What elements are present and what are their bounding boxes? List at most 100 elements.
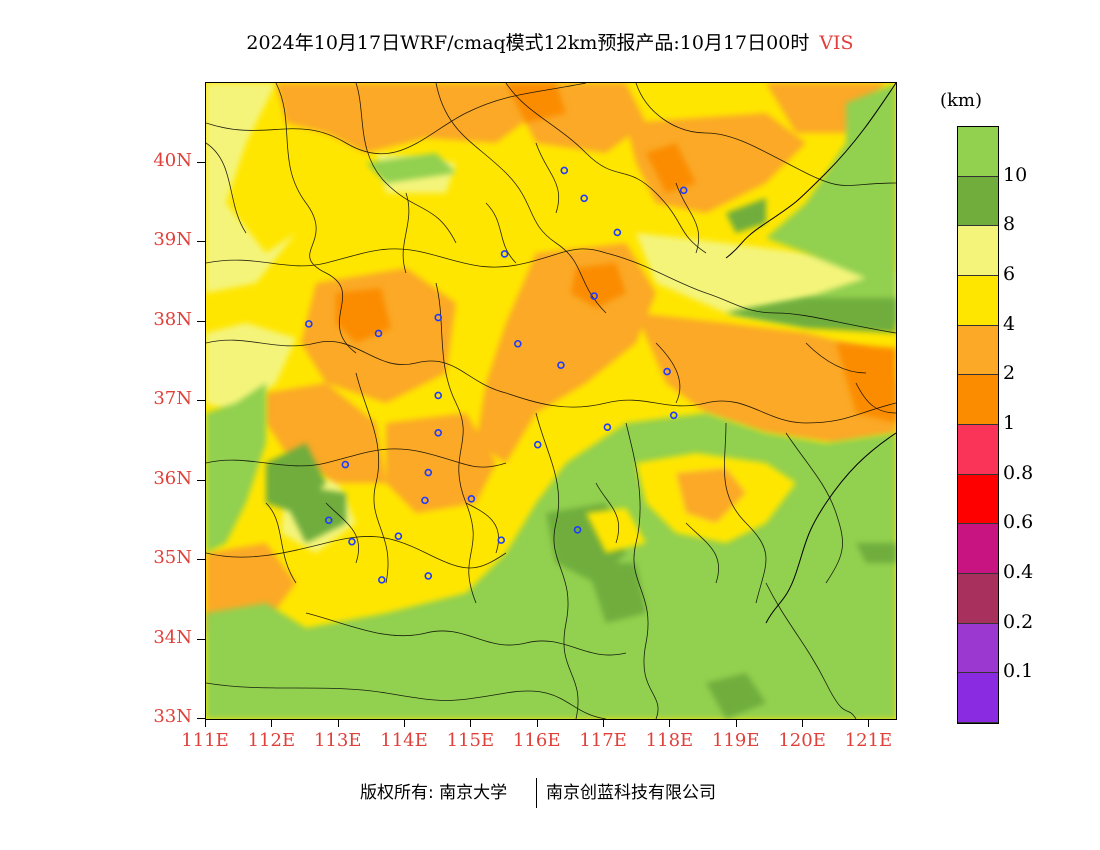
lat-tick [197, 241, 205, 242]
lon-label: 115E [446, 730, 495, 751]
colorbar-label: 1 [1003, 412, 1016, 434]
colorbar-label: 4 [1003, 312, 1016, 335]
colorbar-cell [958, 524, 998, 574]
city-marker [434, 391, 443, 400]
lat-tick [197, 400, 205, 401]
city-marker [590, 292, 598, 300]
colorbar-cell [958, 127, 998, 177]
city-marker [613, 228, 622, 237]
lat-label: 35N [153, 547, 192, 568]
colorbar-unit: (km) [940, 90, 983, 111]
lon-tick [735, 719, 737, 727]
fill-light-yellow-2 [586, 453, 796, 553]
lat-tick [197, 559, 205, 560]
city-marker [434, 428, 443, 437]
lat-label: 37N [153, 388, 192, 409]
fill-dark-orange [336, 83, 896, 423]
city-marker [663, 367, 671, 376]
city-marker [305, 320, 313, 328]
city-marker [324, 516, 333, 525]
colorbar-cell [958, 325, 998, 376]
coastline [725, 83, 896, 624]
city-marker [573, 525, 582, 534]
lon-tick [271, 719, 273, 727]
lon-label: 118E [645, 730, 694, 751]
colorbar-cell [958, 375, 998, 425]
city-marker [603, 423, 612, 432]
lon-tick [404, 719, 406, 727]
lat-label: 40N [153, 149, 192, 171]
colorbar-label: 0.1 [1003, 660, 1034, 683]
lat-label: 36N [153, 467, 192, 489]
lon-tick [603, 719, 605, 727]
lon-label: 111E [181, 730, 229, 751]
city-marker [348, 537, 356, 546]
city-marker [560, 166, 569, 175]
city-marker [434, 313, 443, 322]
footer: 版权所有: 南京大学 南京创蓝科技有限公司 [0, 778, 1100, 808]
lon-label: 112E [247, 730, 296, 751]
lat-label: 38N [153, 308, 192, 330]
lon-label: 116E [512, 730, 561, 751]
colorbar [957, 126, 999, 724]
city-marker [497, 536, 506, 544]
city-marker [533, 440, 542, 449]
colorbar-label: 0.6 [1003, 511, 1034, 534]
colorbar-cell [958, 425, 998, 475]
lon-label: 113E [313, 730, 362, 751]
lon-tick [802, 719, 804, 727]
colorbar-cell [958, 623, 998, 674]
lon-tick [536, 719, 538, 727]
chart-title: 2024年10月17日WRF/cmaq模式12km预报产品:10月17日00时 V… [0, 28, 1100, 55]
lat-label: 34N [153, 626, 192, 648]
city-marker [679, 186, 688, 195]
lon-label: 119E [712, 730, 760, 751]
lat-label: 33N [153, 706, 192, 727]
lat-label: 39N [153, 229, 192, 250]
city-marker [341, 460, 350, 469]
city-marker [669, 411, 678, 420]
lat-tick [197, 320, 205, 322]
city-marker [580, 194, 588, 203]
colorbar-label: 8 [1003, 213, 1016, 236]
lon-tick [669, 719, 671, 727]
city-marker [467, 494, 476, 503]
colorbar-label: 0.2 [1003, 610, 1034, 633]
colorbar-cell [958, 176, 998, 227]
colorbar-label: 0.8 [1003, 461, 1034, 484]
lon-label: 114E [380, 730, 428, 751]
lat-tick [197, 638, 205, 640]
colorbar-label: 10 [1003, 163, 1028, 186]
company-text: 南京创蓝科技有限公司 [546, 783, 716, 803]
city-marker [378, 576, 386, 584]
colorbar-cell [958, 276, 998, 326]
variable-name: VIS [819, 32, 854, 54]
lon-tick [470, 719, 472, 727]
lon-tick [337, 719, 339, 727]
admin-boundaries [206, 83, 896, 719]
copyright-text: 版权所有: 南京大学 [360, 783, 508, 803]
lon-tick [868, 719, 870, 727]
colorbar-cell [958, 673, 998, 723]
city-marker [421, 496, 429, 505]
lon-label: 117E [579, 730, 627, 751]
city-marker [394, 532, 403, 540]
lat-tick [197, 718, 205, 719]
city-marker [424, 468, 433, 477]
lat-tick [197, 479, 205, 481]
title-text: 2024年10月17日WRF/cmaq模式12km预报产品:10月17日00时 [246, 32, 810, 54]
lon-label: 120E [778, 730, 826, 751]
footer-separator [536, 778, 537, 808]
city-markers [305, 166, 688, 584]
colorbar-label: 2 [1003, 362, 1016, 385]
colorbar-cell [958, 226, 998, 276]
city-marker [514, 339, 522, 348]
city-marker [424, 572, 433, 580]
map-canvas [206, 83, 896, 719]
city-marker [500, 250, 509, 258]
city-marker [374, 329, 383, 338]
lon-label: 121E [844, 730, 893, 751]
visibility-map [205, 82, 897, 720]
colorbar-label: 6 [1003, 263, 1016, 285]
city-marker [557, 361, 565, 370]
